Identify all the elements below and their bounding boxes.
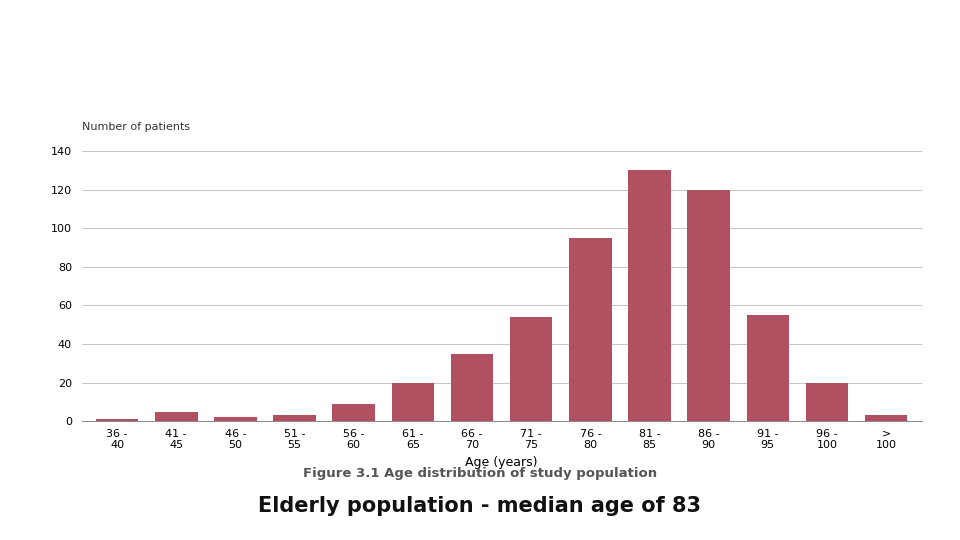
Bar [510, 317, 552, 421]
Bar [155, 411, 198, 421]
X-axis label: Age (years): Age (years) [466, 456, 538, 469]
Text: Elderly population - median age of 83: Elderly population - median age of 83 [258, 496, 702, 516]
Bar [274, 415, 316, 421]
Bar [332, 404, 375, 421]
Bar [865, 415, 907, 421]
Bar [451, 354, 493, 421]
Text: Number of patients: Number of patients [82, 122, 190, 132]
Bar [392, 383, 434, 421]
Text: Figure 3.1 Age distribution of study population: Figure 3.1 Age distribution of study pop… [303, 467, 657, 480]
Bar [628, 171, 671, 421]
Bar [687, 190, 730, 421]
Bar [96, 419, 138, 421]
Bar [214, 417, 256, 421]
Bar [569, 238, 612, 421]
Bar [747, 315, 789, 421]
Text: Study population: Study population [315, 46, 645, 84]
Bar [805, 383, 849, 421]
